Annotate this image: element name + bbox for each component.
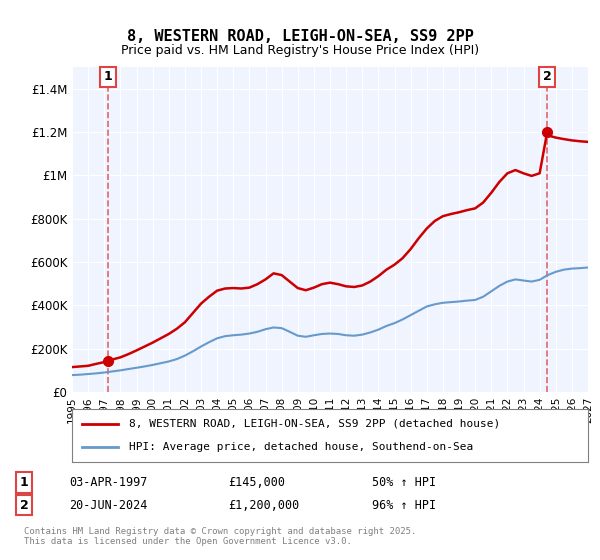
Text: 50% ↑ HPI: 50% ↑ HPI [372, 476, 436, 489]
Text: 2: 2 [20, 498, 28, 512]
Text: Price paid vs. HM Land Registry's House Price Index (HPI): Price paid vs. HM Land Registry's House … [121, 44, 479, 57]
Text: 8, WESTERN ROAD, LEIGH-ON-SEA, SS9 2PP: 8, WESTERN ROAD, LEIGH-ON-SEA, SS9 2PP [127, 29, 473, 44]
Text: Contains HM Land Registry data © Crown copyright and database right 2025.
This d: Contains HM Land Registry data © Crown c… [24, 527, 416, 546]
Text: HPI: Average price, detached house, Southend-on-Sea: HPI: Average price, detached house, Sout… [129, 442, 473, 452]
Text: 20-JUN-2024: 20-JUN-2024 [69, 498, 148, 512]
Text: 2: 2 [543, 71, 551, 83]
Text: 8, WESTERN ROAD, LEIGH-ON-SEA, SS9 2PP (detached house): 8, WESTERN ROAD, LEIGH-ON-SEA, SS9 2PP (… [129, 419, 500, 429]
Text: 96% ↑ HPI: 96% ↑ HPI [372, 498, 436, 512]
Text: 1: 1 [104, 71, 113, 83]
Text: £1,200,000: £1,200,000 [228, 498, 299, 512]
Text: 03-APR-1997: 03-APR-1997 [69, 476, 148, 489]
Text: £145,000: £145,000 [228, 476, 285, 489]
Text: 1: 1 [20, 476, 28, 489]
